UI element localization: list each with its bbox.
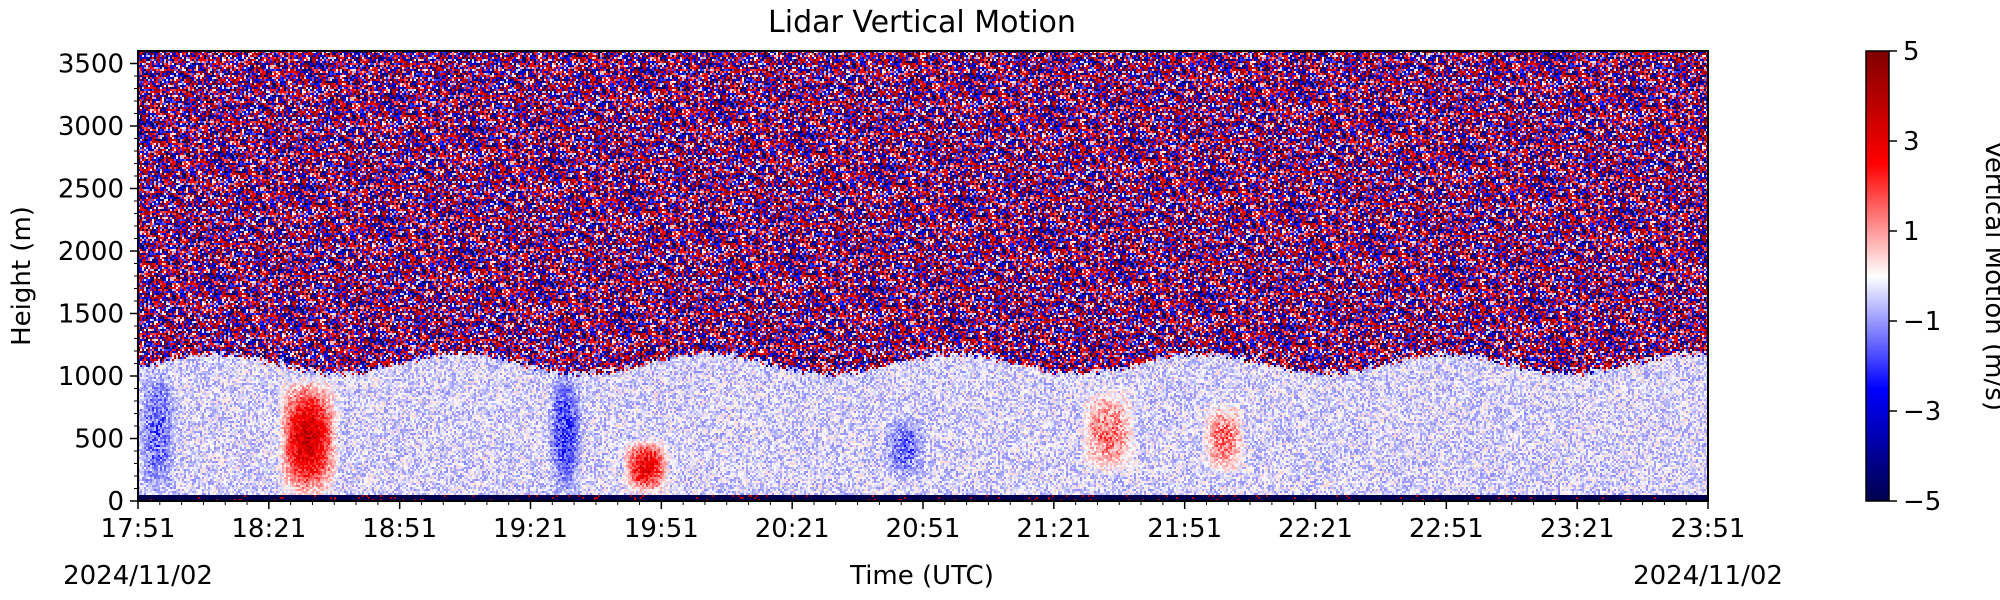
x-tick-label: 19:51 xyxy=(624,514,699,544)
colorbar-tick-label: 1 xyxy=(1903,217,1920,247)
colorbar-tick-label: −3 xyxy=(1903,397,1941,427)
y-axis: 0 500 1000 1500 2000 2500 3000 3500 xyxy=(58,50,138,517)
x-tick-label: 23:21 xyxy=(1540,514,1615,544)
start-date-label: 2024/11/02 xyxy=(63,561,213,591)
x-tick-label: 17:51 xyxy=(101,514,176,544)
y-tick-label: 0 xyxy=(107,487,124,517)
y-tick-label: 3500 xyxy=(58,50,124,80)
y-tick-label: 1500 xyxy=(58,300,124,330)
chart-title: Lidar Vertical Motion xyxy=(768,5,1076,40)
x-tick-label: 19:21 xyxy=(493,514,568,544)
x-axis-label: Time (UTC) xyxy=(849,561,994,591)
y-tick-label: 1000 xyxy=(58,362,124,392)
x-tick-label: 21:51 xyxy=(1147,514,1222,544)
colorbar-tick-label: 3 xyxy=(1903,127,1920,157)
colorbar-axis: 5 3 1 −1 −3 −5 xyxy=(1889,37,1941,517)
x-tick-label: 20:51 xyxy=(886,514,961,544)
colorbar xyxy=(1865,50,1890,502)
heatmap-image xyxy=(138,51,1708,501)
y-tick-label: 2500 xyxy=(58,175,124,205)
x-tick-label: 18:51 xyxy=(362,514,437,544)
colorbar-tick-label: −1 xyxy=(1903,307,1941,337)
y-tick-label: 3000 xyxy=(58,112,124,142)
x-tick-label: 20:21 xyxy=(755,514,830,544)
y-axis-label: Height (m) xyxy=(7,206,37,346)
y-tick-label: 2000 xyxy=(58,237,124,267)
end-date-label: 2024/11/02 xyxy=(1633,561,1783,591)
colorbar-tick-label: −5 xyxy=(1903,487,1941,517)
x-tick-label: 22:51 xyxy=(1409,514,1484,544)
x-axis: 17:51 18:21 18:51 19:21 19:51 20:21 20:51 21:21… xyxy=(101,501,1746,544)
colorbar-tick-label: 5 xyxy=(1903,37,1920,67)
y-tick-label: 500 xyxy=(74,425,124,455)
x-tick-label: 23:51 xyxy=(1671,514,1746,544)
colorbar-label: Vertical Motion (m/s) xyxy=(1979,141,2000,411)
x-tick-label: 22:21 xyxy=(1278,514,1353,544)
x-tick-label: 21:21 xyxy=(1016,514,1091,544)
x-tick-label: 18:21 xyxy=(231,514,306,544)
